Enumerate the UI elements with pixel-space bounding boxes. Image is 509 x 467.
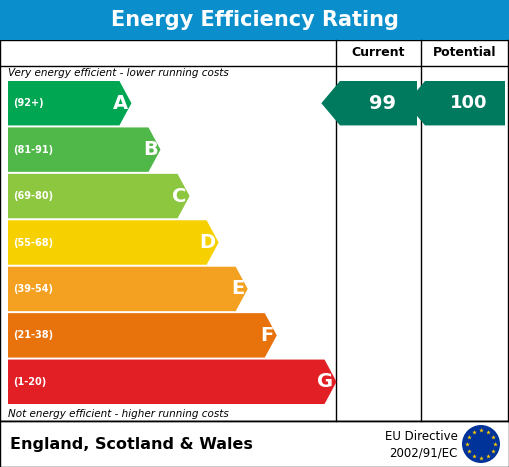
Circle shape	[462, 425, 500, 463]
Text: England, Scotland & Wales: England, Scotland & Wales	[10, 437, 253, 452]
Polygon shape	[406, 81, 505, 126]
Polygon shape	[8, 360, 336, 404]
Text: C: C	[172, 187, 187, 205]
Polygon shape	[8, 220, 219, 265]
Polygon shape	[8, 174, 189, 218]
Text: EU Directive: EU Directive	[385, 430, 458, 443]
Text: E: E	[232, 279, 245, 298]
Text: F: F	[261, 326, 274, 345]
Text: B: B	[143, 140, 157, 159]
Text: (81-91): (81-91)	[13, 145, 53, 155]
Text: Current: Current	[352, 47, 405, 59]
Text: Not energy efficient - higher running costs: Not energy efficient - higher running co…	[8, 409, 229, 419]
Bar	[0, 0, 509, 40]
Polygon shape	[8, 81, 131, 126]
Bar	[0, 40, 509, 421]
Text: (1-20): (1-20)	[13, 377, 46, 387]
Text: (39-54): (39-54)	[13, 284, 53, 294]
Text: Potential: Potential	[433, 47, 497, 59]
Text: (21-38): (21-38)	[13, 330, 53, 340]
Text: Very energy efficient - lower running costs: Very energy efficient - lower running co…	[8, 68, 229, 78]
Text: G: G	[318, 372, 333, 391]
Text: 99: 99	[369, 94, 396, 113]
Text: 2002/91/EC: 2002/91/EC	[389, 447, 458, 460]
Polygon shape	[8, 267, 248, 311]
Text: D: D	[200, 233, 216, 252]
Text: A: A	[114, 94, 128, 113]
Text: (92+): (92+)	[13, 98, 44, 108]
Polygon shape	[8, 313, 277, 358]
Text: (69-80): (69-80)	[13, 191, 53, 201]
Polygon shape	[8, 127, 160, 172]
Bar	[0, 421, 509, 467]
Text: 100: 100	[450, 94, 488, 112]
Text: Energy Efficiency Rating: Energy Efficiency Rating	[110, 10, 399, 30]
Polygon shape	[321, 81, 417, 126]
Text: (55-68): (55-68)	[13, 238, 53, 248]
